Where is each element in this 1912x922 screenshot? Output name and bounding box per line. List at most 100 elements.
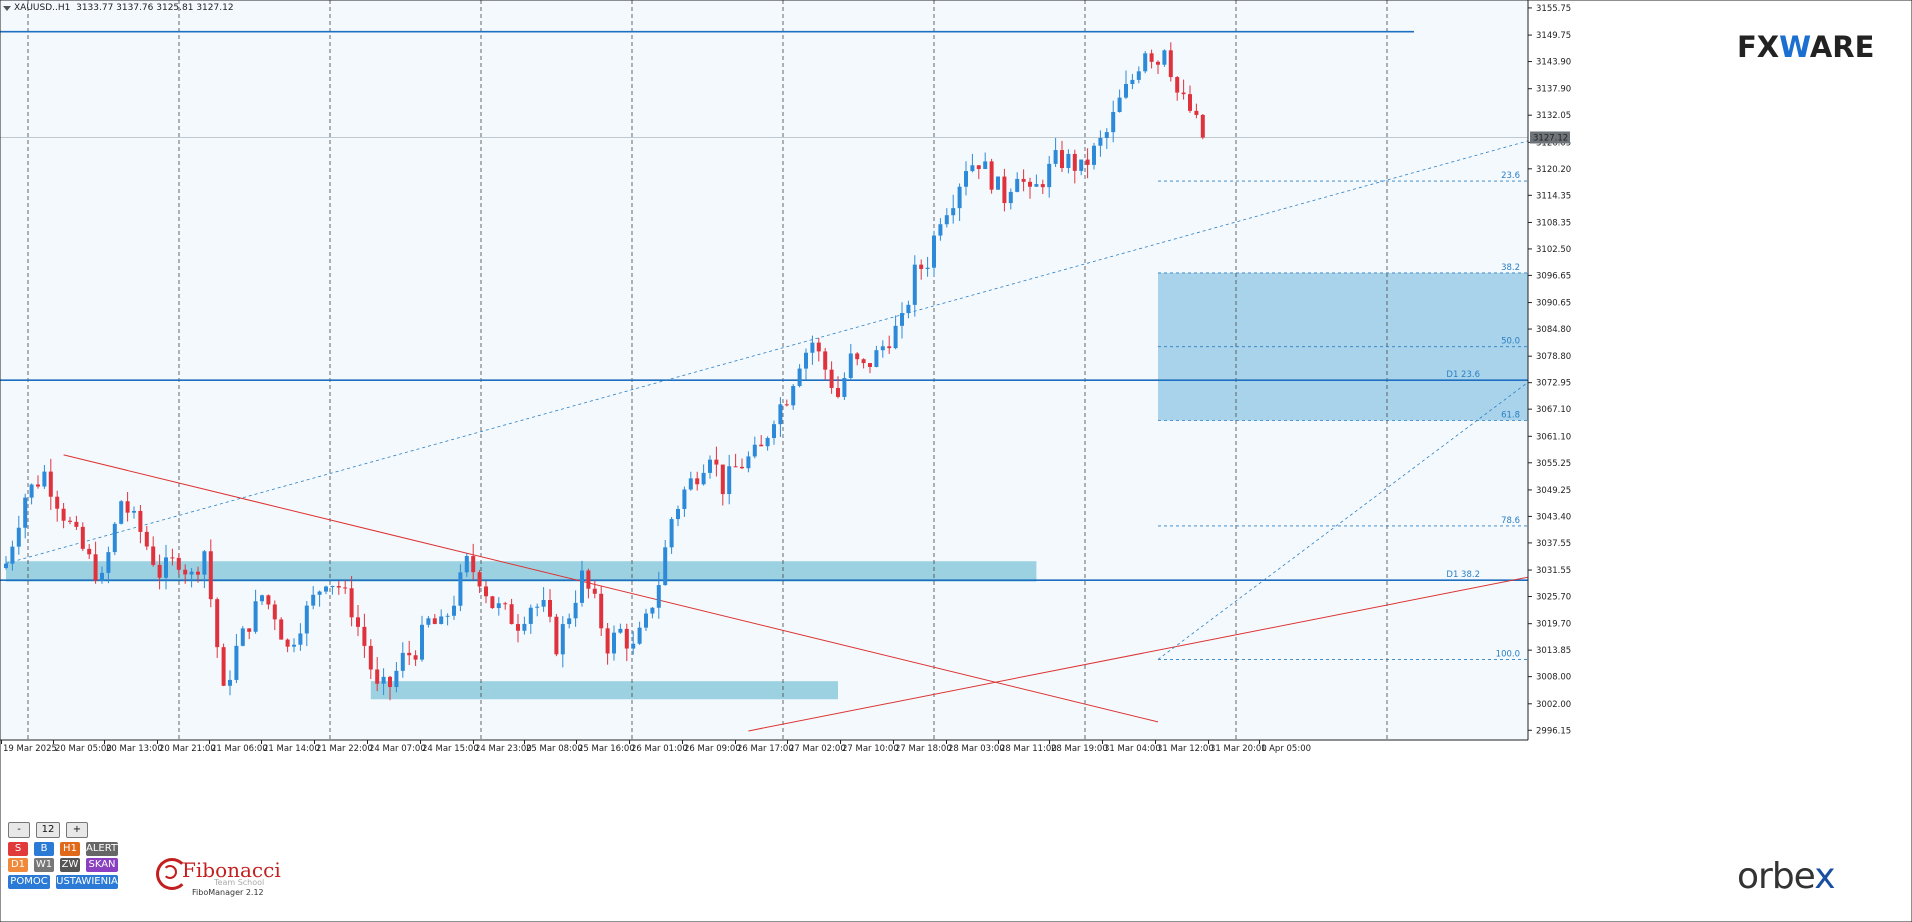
fibo-button-pomoc[interactable]: POMOC bbox=[8, 875, 50, 889]
candle bbox=[1136, 66, 1141, 84]
candle-body bbox=[477, 572, 482, 587]
zoom-value-field[interactable]: 12 bbox=[36, 822, 60, 838]
candle-body bbox=[106, 552, 111, 573]
candle bbox=[752, 436, 757, 459]
current-price-tag bbox=[1530, 131, 1570, 144]
candle-body bbox=[669, 519, 674, 548]
candle-body bbox=[964, 171, 968, 187]
time-tick-label: 19 Mar 2025 bbox=[3, 744, 57, 754]
price-tick-label: 3102.50 bbox=[1536, 245, 1571, 255]
candle bbox=[1168, 42, 1173, 82]
candle bbox=[682, 486, 687, 517]
time-tick-label: 25 Mar 08:00 bbox=[526, 744, 583, 754]
price-tick-label: 3155.75 bbox=[1536, 4, 1571, 14]
candle-body bbox=[100, 572, 104, 581]
candle bbox=[618, 623, 623, 634]
candle-body bbox=[157, 564, 162, 578]
fibonacci-logo-subtitle: Team School bbox=[214, 878, 265, 887]
time-tick-label: 26 Mar 17:00 bbox=[737, 744, 794, 754]
candle-body bbox=[279, 619, 284, 640]
candle bbox=[842, 372, 847, 400]
candle bbox=[10, 540, 15, 571]
candle-body bbox=[112, 523, 117, 553]
candle-body bbox=[272, 604, 277, 620]
candle-body bbox=[887, 346, 892, 349]
candle bbox=[695, 471, 700, 491]
candle-body bbox=[144, 531, 149, 547]
candle-body bbox=[714, 459, 719, 465]
candle bbox=[23, 493, 28, 539]
spiral-inner-icon bbox=[163, 865, 177, 879]
candle bbox=[509, 598, 514, 625]
candle bbox=[1066, 149, 1071, 174]
candle-body bbox=[464, 556, 469, 573]
price-tick-label: 3008.00 bbox=[1536, 673, 1571, 683]
candle bbox=[400, 642, 405, 678]
candle-body bbox=[983, 161, 988, 169]
candle bbox=[1156, 60, 1160, 75]
candle-body bbox=[202, 551, 207, 575]
candle-body bbox=[778, 404, 783, 425]
price-tick-label: 3002.00 bbox=[1536, 700, 1571, 710]
candle-body bbox=[196, 571, 200, 575]
candle-body bbox=[874, 350, 879, 367]
candle-body bbox=[388, 676, 392, 688]
level-label-2: D1 38.2 bbox=[1446, 570, 1480, 580]
candle-body bbox=[612, 632, 616, 654]
fibo-button-zw[interactable]: ZW bbox=[60, 858, 80, 872]
candle bbox=[554, 613, 559, 657]
candle bbox=[304, 601, 309, 647]
candle-body bbox=[1168, 50, 1173, 78]
fibo-button-ustawienia[interactable]: USTAWIENIA bbox=[56, 875, 118, 889]
fibo-button-skan[interactable]: SKAN bbox=[86, 858, 118, 872]
candle-body bbox=[733, 466, 738, 468]
candle-body bbox=[528, 607, 533, 624]
candle bbox=[746, 451, 751, 473]
candle bbox=[16, 515, 21, 555]
candle bbox=[522, 616, 527, 635]
zoom-minus-button[interactable]: - bbox=[8, 822, 30, 838]
candle-body bbox=[234, 645, 239, 680]
fibo-button-b[interactable]: B bbox=[34, 842, 54, 856]
fibo-button-d1[interactable]: D1 bbox=[8, 858, 28, 872]
fibo-button-s[interactable]: S bbox=[8, 842, 28, 856]
candle-body bbox=[260, 595, 264, 602]
candle bbox=[80, 522, 85, 551]
price-tick-label: 3143.90 bbox=[1536, 58, 1571, 68]
zoom-plus-button[interactable]: + bbox=[66, 822, 88, 838]
candle bbox=[810, 335, 815, 365]
candle-body bbox=[253, 601, 258, 632]
candle bbox=[138, 504, 143, 544]
candle bbox=[426, 616, 431, 628]
candle bbox=[599, 586, 604, 637]
candle bbox=[740, 458, 744, 470]
candle bbox=[336, 580, 341, 595]
time-tick-label: 27 Mar 10:00 bbox=[842, 744, 899, 754]
candle-body bbox=[375, 669, 380, 684]
candle bbox=[1104, 128, 1109, 149]
candle bbox=[484, 580, 488, 604]
fibo-button-w1[interactable]: W1 bbox=[34, 858, 54, 872]
candle bbox=[368, 639, 373, 680]
candle-body bbox=[1188, 94, 1192, 111]
candle bbox=[868, 363, 872, 374]
candle-body bbox=[976, 165, 981, 169]
candle-body bbox=[394, 670, 399, 688]
candle-body bbox=[861, 359, 866, 364]
candle bbox=[164, 544, 168, 590]
candle-body bbox=[1181, 92, 1186, 95]
fibo-button-alerty[interactable]: ALERTY bbox=[86, 842, 124, 856]
time-tick-label: 21 Mar 14:00 bbox=[263, 744, 320, 754]
candle bbox=[298, 623, 303, 651]
candle bbox=[964, 161, 968, 196]
fibo-button-h1[interactable]: H1 bbox=[60, 842, 80, 856]
price-tick-label: 3090.65 bbox=[1536, 299, 1571, 309]
candle bbox=[432, 614, 437, 625]
chart-menu-icon[interactable] bbox=[3, 6, 11, 11]
price-tick-label: 3049.25 bbox=[1536, 486, 1571, 496]
candle-body bbox=[567, 618, 572, 625]
candle bbox=[778, 397, 783, 437]
candle bbox=[362, 613, 367, 658]
candle-body bbox=[80, 526, 85, 549]
